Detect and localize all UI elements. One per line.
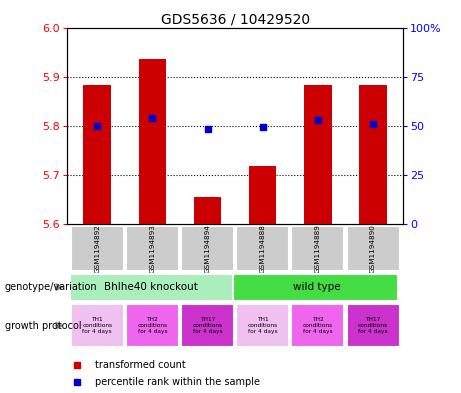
Bar xyxy=(236,304,289,347)
Bar xyxy=(291,226,344,271)
Bar xyxy=(347,304,400,347)
Bar xyxy=(181,304,234,347)
Bar xyxy=(139,59,166,224)
Bar xyxy=(291,304,344,347)
Bar xyxy=(70,274,233,301)
Text: TH17
conditions
for 4 days: TH17 conditions for 4 days xyxy=(192,317,223,334)
Bar xyxy=(126,304,179,347)
Text: TH1
conditions
for 4 days: TH1 conditions for 4 days xyxy=(248,317,278,334)
Text: GSM1194893: GSM1194893 xyxy=(149,224,155,273)
Text: TH2
conditions
for 4 days: TH2 conditions for 4 days xyxy=(303,317,333,334)
Text: TH2
conditions
for 4 days: TH2 conditions for 4 days xyxy=(137,317,167,334)
Bar xyxy=(233,274,397,301)
Text: GSM1194892: GSM1194892 xyxy=(94,224,100,273)
Bar xyxy=(126,226,179,271)
Text: transformed count: transformed count xyxy=(95,360,186,370)
Bar xyxy=(236,226,289,271)
Text: percentile rank within the sample: percentile rank within the sample xyxy=(95,377,260,387)
Title: GDS5636 / 10429520: GDS5636 / 10429520 xyxy=(160,12,310,26)
Text: GSM1194890: GSM1194890 xyxy=(370,224,376,273)
Bar xyxy=(83,85,111,224)
Bar xyxy=(249,166,277,224)
Bar xyxy=(194,197,221,224)
Text: GSM1194889: GSM1194889 xyxy=(315,224,321,273)
Text: wild type: wild type xyxy=(293,282,341,292)
Text: TH17
conditions
for 4 days: TH17 conditions for 4 days xyxy=(358,317,388,334)
Bar xyxy=(71,304,124,347)
Text: GSM1194894: GSM1194894 xyxy=(205,224,211,273)
Bar xyxy=(304,85,331,224)
Text: TH1
conditions
for 4 days: TH1 conditions for 4 days xyxy=(82,317,112,334)
Bar xyxy=(347,226,400,271)
Text: genotype/variation: genotype/variation xyxy=(5,282,97,292)
Text: Bhlhe40 knockout: Bhlhe40 knockout xyxy=(104,282,198,292)
Text: growth protocol: growth protocol xyxy=(5,321,81,331)
Bar xyxy=(71,226,124,271)
Text: GSM1194888: GSM1194888 xyxy=(260,224,266,273)
Bar xyxy=(359,85,387,224)
Bar xyxy=(181,226,234,271)
